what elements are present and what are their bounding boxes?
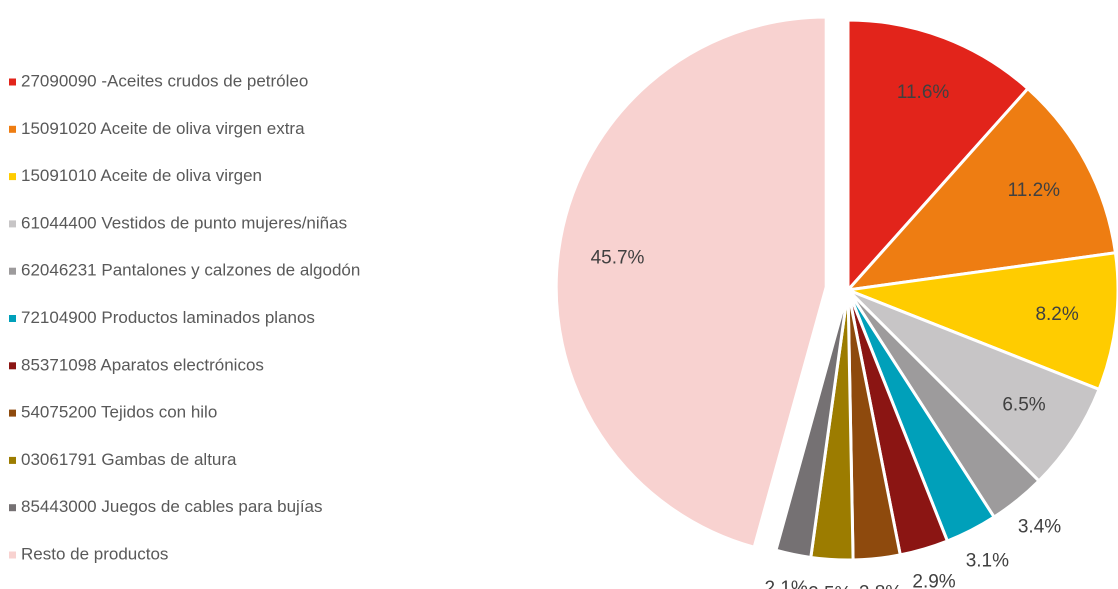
pie-slice [846, 288, 1101, 484]
legend-label: 72104900 Productos laminados planos [21, 308, 315, 327]
value-label: 45.7% [591, 248, 645, 269]
legend-swatch [9, 362, 16, 370]
value-label: 2.1% [764, 578, 807, 589]
value-label: 3.4% [1018, 517, 1061, 538]
pie-slice [842, 251, 1118, 392]
legend-label: 15091010 Aceite de oliva virgen [21, 166, 262, 185]
pie-slice [846, 18, 1030, 294]
pie-slice [774, 289, 850, 560]
legend-label: 85371098 Aparatos electrónicos [21, 355, 264, 374]
value-label: 11.2% [1008, 180, 1061, 201]
legend-label: 61044400 Vestidos de punto mujeres/niñas [21, 213, 347, 232]
legend-swatch [9, 267, 16, 275]
legend-label: 62046231 Pantalones y calzones de algodó… [21, 261, 360, 280]
legend-swatch [9, 504, 16, 512]
value-label: 11.6% [897, 82, 950, 103]
legend-swatch [9, 125, 16, 133]
value-label: 3.1% [966, 550, 1009, 571]
legend-swatch [9, 78, 16, 86]
legend-swatch [9, 409, 16, 417]
value-label: 6.5% [1002, 395, 1045, 416]
legend-swatch [9, 315, 16, 322]
legend-swatch [9, 456, 16, 464]
value-label: 2.5% [808, 584, 851, 589]
legend-label: 54075200 Tejidos con hilo [21, 403, 217, 422]
legend-label: 15091020 Aceite de oliva virgen extra [21, 119, 305, 138]
legend-label: 85443000 Juegos de cables para bujías [21, 497, 323, 516]
value-label: 8.2% [1035, 304, 1078, 325]
legend-label: 27090090 -Aceites crudos de petróleo [21, 71, 308, 90]
legend-swatch [9, 551, 16, 559]
legend-label: Resto de productos [21, 544, 168, 563]
value-label: 2.8% [859, 582, 902, 589]
legend-swatch [9, 220, 16, 228]
legend-swatch [9, 173, 16, 181]
legend-label: 03061791 Gambas de altura [21, 450, 237, 469]
pie-slice [554, 15, 828, 550]
value-label: 2.9% [912, 572, 955, 589]
pie-slice [844, 86, 1118, 293]
